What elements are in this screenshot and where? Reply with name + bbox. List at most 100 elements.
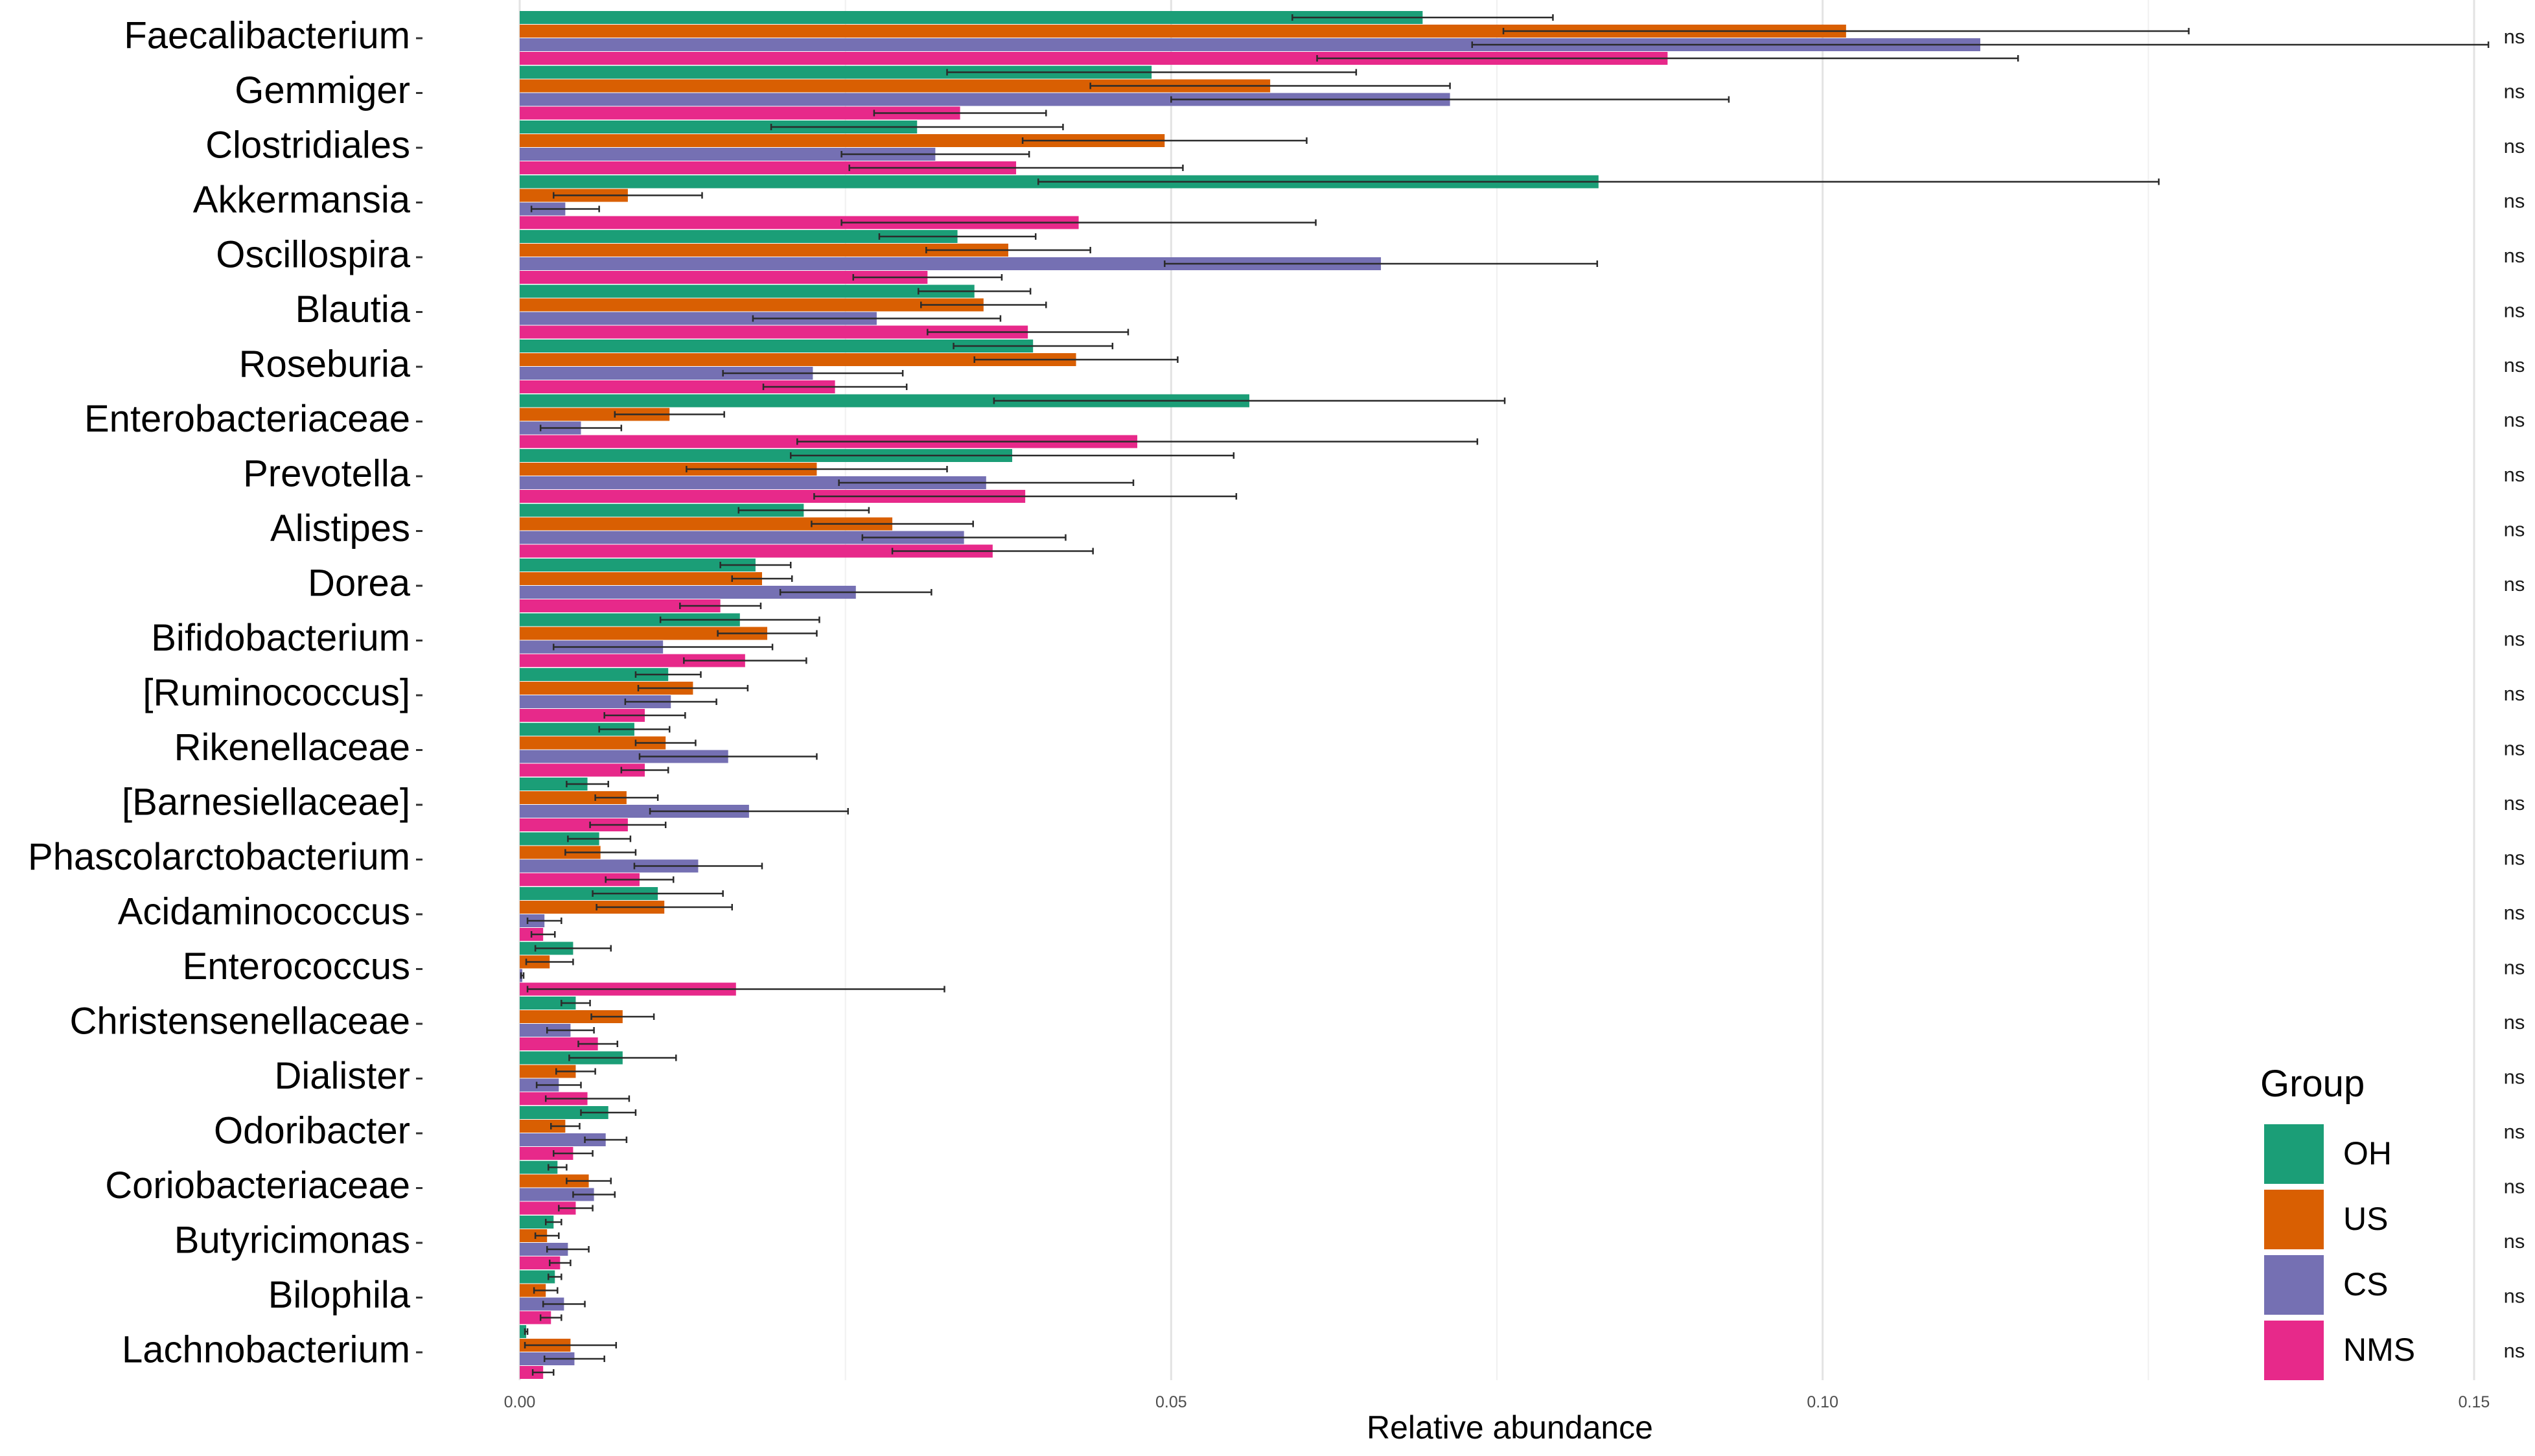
bar-cs[interactable] xyxy=(520,1297,564,1311)
bar-oh[interactable] xyxy=(520,394,1249,408)
bar-oh[interactable] xyxy=(520,1270,555,1284)
bar-nms[interactable] xyxy=(520,1147,573,1160)
bar-cs[interactable] xyxy=(520,312,877,325)
category-label: Akkermansia xyxy=(193,179,411,221)
legend-key-us[interactable] xyxy=(2264,1190,2324,1249)
bar-us[interactable] xyxy=(520,1284,546,1297)
bar-oh[interactable] xyxy=(520,230,958,243)
significance-label: ns xyxy=(2504,1011,2525,1034)
category-label: Oscillospira xyxy=(216,233,410,275)
significance-label: ns xyxy=(2504,463,2525,486)
bar-oh[interactable] xyxy=(520,284,975,298)
bar-oh[interactable] xyxy=(520,449,1013,462)
bar-cs[interactable] xyxy=(520,367,813,380)
bar-us[interactable] xyxy=(520,572,762,585)
bar-oh[interactable] xyxy=(520,722,634,736)
bar-nms[interactable] xyxy=(520,216,1079,229)
significance-label: ns xyxy=(2504,682,2525,705)
bar-cs[interactable] xyxy=(520,1024,571,1037)
significance-label: ns xyxy=(2504,354,2525,376)
bar-nms[interactable] xyxy=(520,599,721,612)
bar-nms[interactable] xyxy=(520,52,1668,65)
bar-oh[interactable] xyxy=(520,778,588,791)
legend-key-oh[interactable] xyxy=(2264,1124,2324,1184)
bar-oh[interactable] xyxy=(520,1106,608,1119)
bar-us[interactable] xyxy=(520,1174,589,1188)
category-label: Rikenellaceae xyxy=(174,726,410,768)
bar-us[interactable] xyxy=(520,408,670,421)
bar-us[interactable] xyxy=(520,901,665,914)
bar-us[interactable] xyxy=(520,1065,576,1078)
category-label: Blautia xyxy=(295,288,411,330)
legend-key-nms[interactable] xyxy=(2264,1321,2324,1380)
bar-nms[interactable] xyxy=(520,709,645,722)
bar-nms[interactable] xyxy=(520,818,628,831)
bar-cs[interactable] xyxy=(520,695,671,708)
bar-us[interactable] xyxy=(520,1120,566,1133)
bar-us[interactable] xyxy=(520,1010,623,1023)
bar-oh[interactable] xyxy=(520,65,1152,79)
bar-cs[interactable] xyxy=(520,476,986,489)
bar-oh[interactable] xyxy=(520,887,658,900)
bar-cs[interactable] xyxy=(520,805,749,818)
bar-us[interactable] xyxy=(520,463,817,476)
bar-oh[interactable] xyxy=(520,832,599,846)
bar-cs[interactable] xyxy=(520,93,1450,106)
significance-label-layer: ns ns ns ns ns ns ns ns ns ns ns ns ns ns ns ns ns ns ns ns… xyxy=(2504,25,2525,1362)
bar-us[interactable] xyxy=(520,682,693,695)
bar-cs[interactable] xyxy=(520,148,936,161)
bar-cs[interactable] xyxy=(520,257,1382,270)
bar-cs[interactable] xyxy=(520,859,699,873)
bar-cs[interactable] xyxy=(520,1243,568,1256)
bar-nms[interactable] xyxy=(520,763,645,777)
bar-us[interactable] xyxy=(520,791,627,804)
bar-oh[interactable] xyxy=(520,613,740,627)
significance-label: ns xyxy=(2504,847,2525,870)
legend-key-cs[interactable] xyxy=(2264,1255,2324,1315)
bar-oh[interactable] xyxy=(520,503,804,517)
bar-us[interactable] xyxy=(520,1229,548,1242)
bar-oh[interactable] xyxy=(520,121,918,133)
bar-nms[interactable] xyxy=(520,873,640,886)
significance-label: ns xyxy=(2504,901,2525,924)
bar-us[interactable] xyxy=(520,25,1846,38)
bar-nms[interactable] xyxy=(520,654,745,667)
bar-us[interactable] xyxy=(520,244,1008,257)
bar-us[interactable] xyxy=(520,846,601,859)
legend[interactable]: Group OH US CS NMS xyxy=(2260,1063,2415,1380)
bar-cs[interactable] xyxy=(520,586,856,599)
bar-us[interactable] xyxy=(520,79,1271,93)
bar-nms[interactable] xyxy=(520,380,835,393)
bar-oh[interactable] xyxy=(520,668,669,681)
bar-us[interactable] xyxy=(520,627,768,640)
bar-nms[interactable] xyxy=(520,1311,551,1324)
significance-label: ns xyxy=(2504,409,2525,432)
bar-cs[interactable] xyxy=(520,750,728,763)
bar-nms[interactable] xyxy=(520,325,1028,339)
bar-cs[interactable] xyxy=(520,531,964,544)
bar-us[interactable] xyxy=(520,353,1076,366)
bar-us[interactable] xyxy=(520,134,1165,147)
bar-cs[interactable] xyxy=(520,38,1980,51)
bar-oh[interactable] xyxy=(520,11,1423,24)
bar-oh[interactable] xyxy=(520,559,756,572)
bar-cs[interactable] xyxy=(520,1188,594,1201)
x-axis-tick-layer: 0.00 0.05 0.10 0.15 xyxy=(504,1393,2490,1411)
bar-nms[interactable] xyxy=(520,271,928,284)
bar-nms[interactable] xyxy=(520,544,993,558)
error-bar-layer xyxy=(520,14,2490,1376)
bar-nms[interactable] xyxy=(520,161,1017,174)
bar-oh[interactable] xyxy=(520,1325,527,1338)
bar-nms[interactable] xyxy=(520,1201,576,1215)
bar-nms[interactable] xyxy=(520,106,960,120)
bar-nms[interactable] xyxy=(520,490,1026,503)
bar-us[interactable] xyxy=(520,298,984,312)
bar-us[interactable] xyxy=(520,736,666,750)
bar-us[interactable] xyxy=(520,517,893,531)
legend-label: OH xyxy=(2343,1135,2392,1172)
bar-oh[interactable] xyxy=(520,340,1034,352)
legend-label: US xyxy=(2343,1201,2388,1237)
bar-nms[interactable] xyxy=(520,1366,544,1379)
category-label: Gemmiger xyxy=(235,69,410,111)
